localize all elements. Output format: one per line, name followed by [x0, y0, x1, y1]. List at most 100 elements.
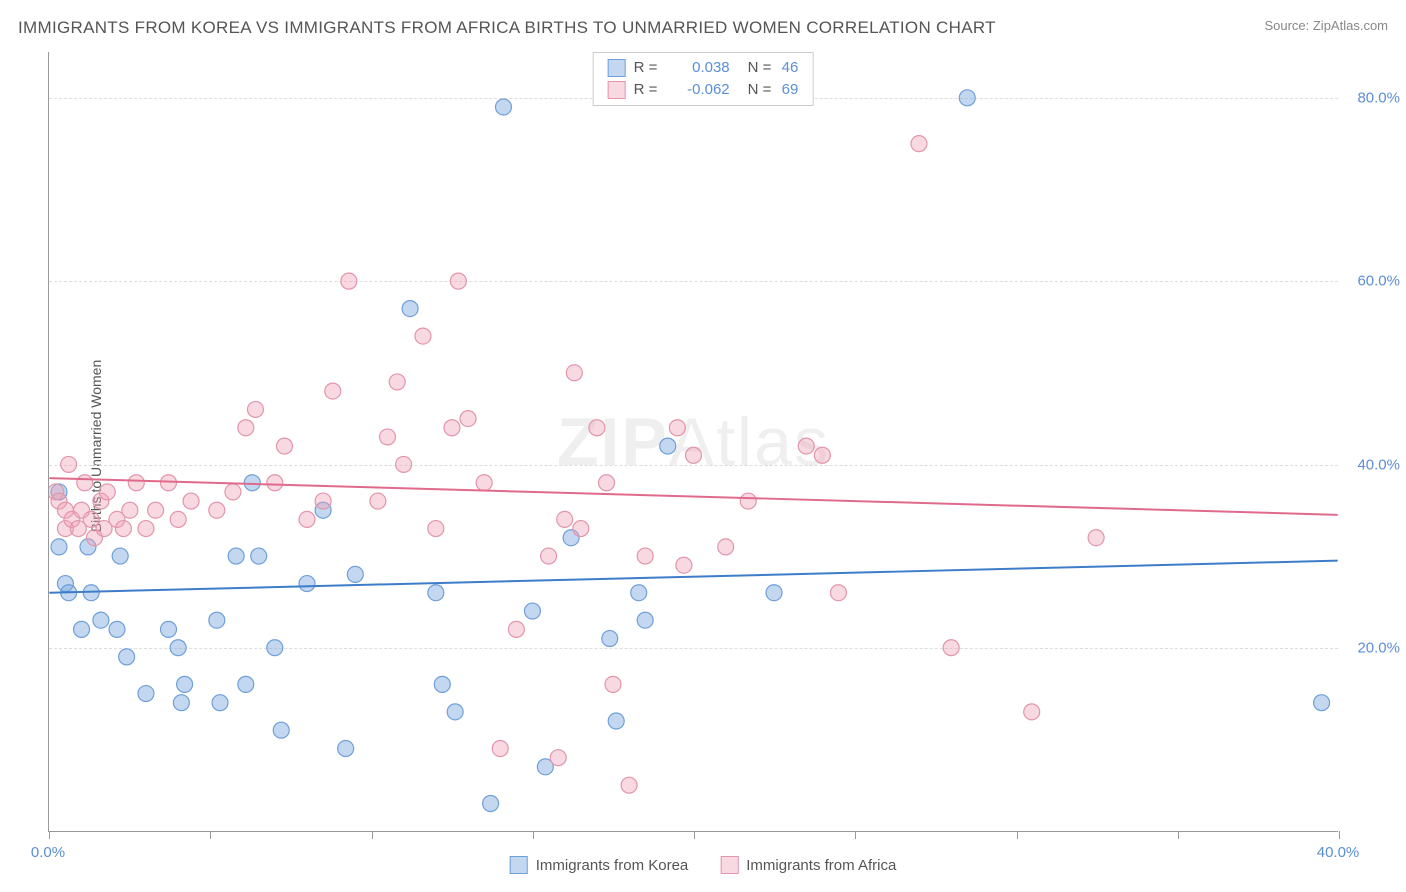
n-value: 69: [782, 79, 799, 101]
scatter-point: [508, 621, 524, 637]
chart-svg-canvas: [49, 52, 1338, 831]
scatter-point: [267, 640, 283, 656]
scatter-point: [483, 796, 499, 812]
scatter-point: [718, 539, 734, 555]
scatter-point: [637, 548, 653, 564]
scatter-point: [573, 521, 589, 537]
scatter-point: [299, 576, 315, 592]
scatter-point: [830, 585, 846, 601]
scatter-point: [299, 511, 315, 527]
scatter-point: [396, 456, 412, 472]
scatter-point: [173, 695, 189, 711]
scatter-point: [177, 676, 193, 692]
scatter-point: [225, 484, 241, 500]
r-value: 0.038: [670, 57, 730, 79]
n-label: N =: [748, 79, 774, 101]
scatter-point: [93, 612, 109, 628]
stats-row: R =-0.062N =69: [608, 79, 799, 101]
legend-swatch: [608, 59, 626, 77]
plot-area: ZIPAtlas 20.0%40.0%60.0%80.0%: [48, 52, 1338, 832]
x-tick-label: 0.0%: [31, 844, 65, 861]
scatter-point: [740, 493, 756, 509]
legend-swatch: [720, 856, 738, 874]
scatter-point: [170, 640, 186, 656]
scatter-point: [273, 722, 289, 738]
scatter-point: [347, 566, 363, 582]
scatter-point: [209, 612, 225, 628]
x-tick: [694, 831, 695, 839]
scatter-point: [608, 713, 624, 729]
scatter-point: [524, 603, 540, 619]
x-tick: [1178, 831, 1179, 839]
y-tick-label: 20.0%: [1357, 640, 1400, 657]
scatter-point: [380, 429, 396, 445]
scatter-point: [495, 99, 511, 115]
scatter-point: [1314, 695, 1330, 711]
scatter-point: [238, 420, 254, 436]
scatter-point: [170, 511, 186, 527]
scatter-point: [251, 548, 267, 564]
scatter-point: [1088, 530, 1104, 546]
scatter-point: [99, 484, 115, 500]
y-tick-label: 40.0%: [1357, 456, 1400, 473]
scatter-point: [212, 695, 228, 711]
scatter-point: [267, 475, 283, 491]
trend-line: [49, 561, 1337, 593]
legend-item: Immigrants from Korea: [510, 856, 689, 874]
correlation-stats-box: R =0.038N =46R =-0.062N =69: [593, 52, 814, 106]
legend-label: Immigrants from Africa: [746, 857, 896, 874]
scatter-point: [676, 557, 692, 573]
scatter-point: [621, 777, 637, 793]
scatter-point: [911, 136, 927, 152]
scatter-point: [341, 273, 357, 289]
r-label: R =: [634, 79, 662, 101]
legend-swatch: [510, 856, 528, 874]
scatter-point: [161, 475, 177, 491]
scatter-point: [492, 741, 508, 757]
scatter-point: [566, 365, 582, 381]
scatter-point: [605, 676, 621, 692]
y-tick-label: 60.0%: [1357, 273, 1400, 290]
scatter-point: [74, 621, 90, 637]
scatter-point: [415, 328, 431, 344]
scatter-point: [447, 704, 463, 720]
scatter-point: [557, 511, 573, 527]
x-tick: [855, 831, 856, 839]
x-tick-label: 40.0%: [1317, 844, 1360, 861]
scatter-point: [276, 438, 292, 454]
legend-label: Immigrants from Korea: [536, 857, 689, 874]
trend-line: [49, 478, 1337, 515]
scatter-point: [77, 475, 93, 491]
scatter-point: [959, 90, 975, 106]
scatter-point: [115, 521, 131, 537]
scatter-point: [315, 493, 331, 509]
scatter-point: [428, 521, 444, 537]
scatter-point: [943, 640, 959, 656]
scatter-point: [183, 493, 199, 509]
scatter-point: [112, 548, 128, 564]
scatter-point: [244, 475, 260, 491]
scatter-point: [450, 273, 466, 289]
legend-item: Immigrants from Africa: [720, 856, 896, 874]
scatter-point: [128, 475, 144, 491]
scatter-point: [599, 475, 615, 491]
scatter-point: [119, 649, 135, 665]
scatter-point: [631, 585, 647, 601]
scatter-point: [209, 502, 225, 518]
x-tick: [372, 831, 373, 839]
scatter-point: [61, 456, 77, 472]
scatter-point: [476, 475, 492, 491]
scatter-point: [1024, 704, 1040, 720]
scatter-point: [460, 411, 476, 427]
scatter-point: [148, 502, 164, 518]
scatter-point: [602, 631, 618, 647]
scatter-point: [247, 401, 263, 417]
scatter-point: [122, 502, 138, 518]
scatter-point: [434, 676, 450, 692]
scatter-point: [325, 383, 341, 399]
scatter-point: [550, 750, 566, 766]
stats-row: R =0.038N =46: [608, 57, 799, 79]
x-tick: [210, 831, 211, 839]
x-tick: [1017, 831, 1018, 839]
y-tick-label: 80.0%: [1357, 89, 1400, 106]
